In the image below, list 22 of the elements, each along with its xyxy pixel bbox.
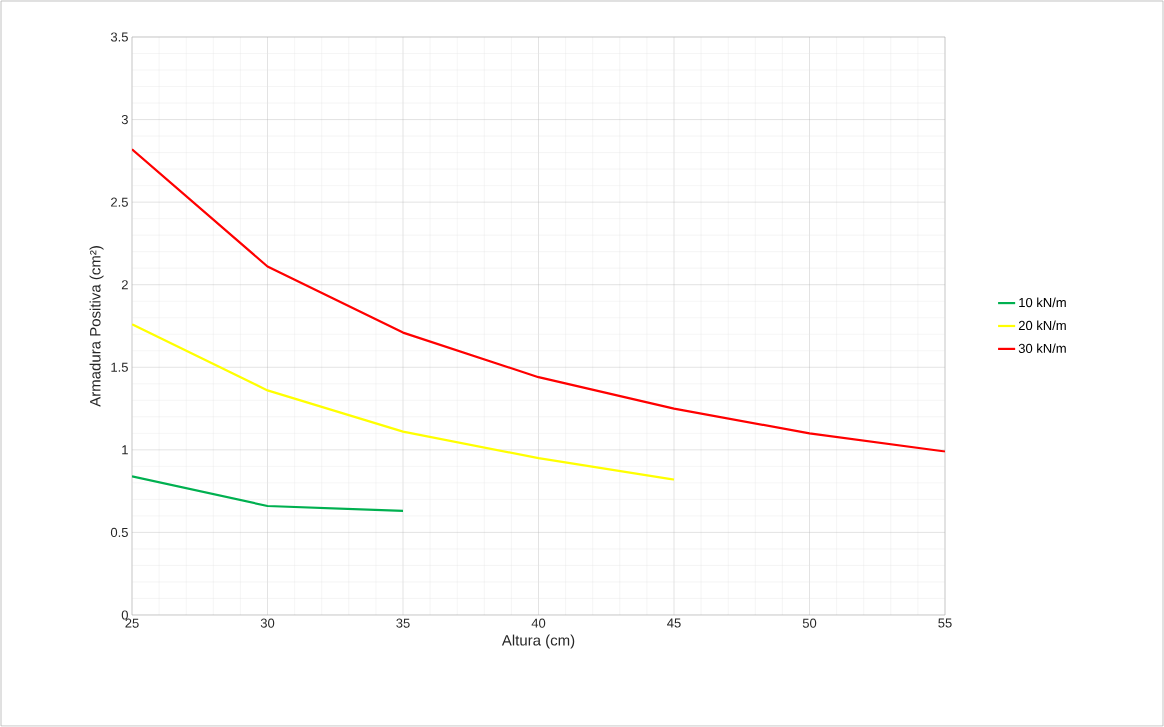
- y-axis-title: Armadura Positiva (cm²): [89, 246, 104, 407]
- y-tick-label: 3.5: [110, 32, 128, 42]
- line-series: [132, 148, 946, 453]
- y-tick-label: 3: [121, 114, 128, 125]
- y-tick-label: 1.5: [111, 362, 128, 372]
- x-tick-label: 30: [260, 618, 275, 628]
- x-tick-label: 40: [531, 618, 546, 628]
- x-tick-label: 25: [125, 618, 139, 628]
- legend-label: 10 kN/m: [1019, 297, 1066, 308]
- line-series: [132, 323, 676, 481]
- x-tick-label: 50: [802, 618, 817, 628]
- y-tick-label: 2: [121, 280, 128, 290]
- x-tick-label: 35: [396, 618, 410, 628]
- x-tick-label: 45: [667, 618, 681, 628]
- y-tick-label: 2.5: [111, 197, 128, 207]
- x-axis-title: Altura (cm): [501, 634, 575, 649]
- legend-label: 30 kN/m: [1018, 343, 1066, 353]
- y-tick-label: 0: [121, 610, 128, 620]
- x-tick-label: 55: [938, 618, 952, 628]
- y-tick-label: 0.5: [110, 527, 128, 538]
- y-tick-label: 1: [122, 445, 128, 455]
- legend-label: 20 kN/m: [1018, 320, 1066, 331]
